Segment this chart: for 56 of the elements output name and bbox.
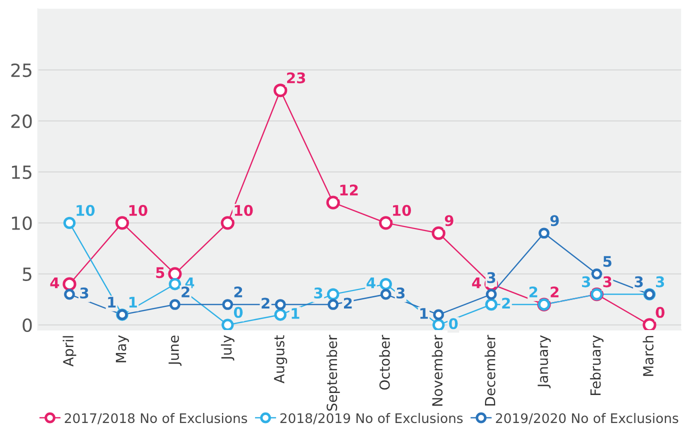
data-label: 1 bbox=[292, 308, 300, 319]
data-label: 12 bbox=[340, 184, 358, 196]
data-label: 2 bbox=[234, 286, 242, 298]
data-label: 3 bbox=[314, 288, 322, 299]
x-tick-label: December bbox=[484, 334, 496, 406]
data-label: 10 bbox=[76, 204, 95, 216]
y-tick-label: 25 bbox=[11, 63, 32, 78]
x-tick-label: May bbox=[116, 335, 129, 362]
data-label: 1 bbox=[420, 308, 428, 319]
data-label: 23 bbox=[287, 72, 306, 84]
data-label: 0 bbox=[448, 318, 458, 330]
x-tick-label: November bbox=[432, 334, 443, 406]
data-label: 1 bbox=[108, 296, 116, 308]
y-tick-label: 10 bbox=[12, 216, 32, 230]
data-label: 4 bbox=[366, 278, 376, 288]
y-tick-label: 20 bbox=[11, 114, 32, 128]
data-label: 0 bbox=[234, 306, 243, 318]
data-label: 2 bbox=[262, 298, 270, 309]
y-tick-label: 15 bbox=[12, 166, 32, 180]
x-tick-label: February bbox=[590, 335, 604, 396]
data-label: 3 bbox=[656, 276, 664, 288]
data-label: 3 bbox=[487, 272, 496, 284]
data-label: 2 bbox=[529, 286, 538, 298]
data-label: 9 bbox=[444, 215, 454, 226]
data-label: 9 bbox=[550, 215, 559, 226]
data-label: 3 bbox=[582, 276, 590, 288]
data-label: 1 bbox=[129, 296, 137, 308]
data-label: 4 bbox=[50, 278, 60, 288]
data-label: 5 bbox=[603, 256, 612, 267]
data-label: 3 bbox=[634, 276, 643, 288]
legend-label: 2019/2020 No of Exclusions bbox=[496, 412, 678, 424]
x-tick-label: October bbox=[379, 334, 390, 390]
data-label: 2 bbox=[550, 286, 558, 298]
x-tick-label: July bbox=[220, 335, 234, 361]
x-tick-label: April bbox=[62, 336, 76, 366]
data-label: 0 bbox=[656, 306, 664, 318]
data-label: 2 bbox=[502, 298, 510, 309]
data-label: 3 bbox=[80, 288, 88, 299]
data-label: 10 bbox=[129, 204, 148, 216]
y-tick-label: 5 bbox=[22, 268, 32, 282]
y-tick-label: 0 bbox=[22, 318, 32, 332]
x-tick-label: March bbox=[642, 336, 654, 376]
data-label: 10 bbox=[234, 204, 253, 216]
data-label: 4 bbox=[472, 278, 481, 288]
x-tick-label: January bbox=[538, 335, 551, 388]
data-label: 5 bbox=[156, 267, 164, 278]
x-tick-label: June bbox=[168, 336, 182, 366]
data-label: 3 bbox=[396, 288, 405, 299]
x-tick-label: August bbox=[274, 335, 288, 384]
data-label: 10 bbox=[393, 204, 411, 216]
legend-label: 2017/2018 No of Exclusions bbox=[64, 412, 248, 424]
legend-label: 2018/2019 No of Exclusions bbox=[280, 412, 463, 424]
x-tick-label: September bbox=[326, 334, 340, 411]
data-label: 2 bbox=[344, 298, 352, 309]
data-label: 3 bbox=[603, 276, 612, 288]
data-label: 2 bbox=[182, 286, 190, 298]
